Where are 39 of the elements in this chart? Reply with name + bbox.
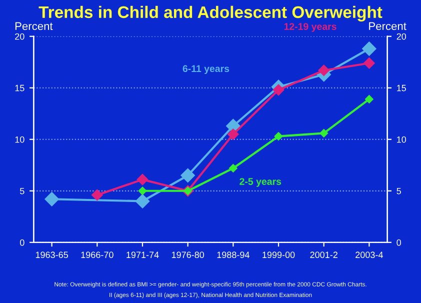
point bbox=[364, 58, 375, 69]
x-tick-label: 2003-4 bbox=[356, 252, 383, 258]
y-tick-label: 15 bbox=[15, 84, 24, 92]
x-tick-label: 2001-2 bbox=[310, 252, 338, 258]
y2-tick-label: 15 bbox=[397, 84, 406, 92]
y2-tick-label: 5 bbox=[396, 188, 401, 194]
point bbox=[180, 168, 195, 183]
text: 6-11 years bbox=[182, 65, 230, 74]
y2-tick-label: 0 bbox=[396, 239, 402, 246]
point bbox=[318, 64, 330, 76]
point bbox=[272, 84, 284, 96]
point bbox=[135, 194, 150, 208]
chart-title: Trends in Child and Adolescent Overweight bbox=[38, 6, 382, 22]
y2-axis-title: Percent bbox=[369, 22, 406, 30]
x-tick-label: 1971-74 bbox=[126, 252, 159, 258]
y-tick-label: 20 bbox=[15, 33, 24, 40]
y2-tick-label: 20 bbox=[396, 33, 406, 40]
x-tick-label: 1988-94 bbox=[217, 252, 250, 258]
y-tick-label: 5 bbox=[20, 188, 24, 194]
y-axis-title: Percent bbox=[15, 22, 53, 30]
x-tick-label: 1976-80 bbox=[172, 252, 204, 258]
y-tick-label: 10 bbox=[15, 136, 24, 143]
point bbox=[365, 95, 374, 104]
point bbox=[44, 192, 59, 206]
point bbox=[320, 129, 328, 138]
series-label: 2-5 years bbox=[240, 178, 282, 187]
point bbox=[228, 128, 239, 140]
point bbox=[362, 42, 376, 56]
point bbox=[138, 186, 147, 196]
y-tick-label: 0 bbox=[20, 239, 24, 246]
x-tick-label: 1999-00 bbox=[262, 252, 295, 258]
point bbox=[229, 164, 238, 172]
point bbox=[92, 189, 103, 201]
y2-tick-label: 10 bbox=[397, 136, 406, 143]
x-tick-label: 1966-70 bbox=[81, 252, 114, 258]
text: 12-19 years bbox=[284, 23, 336, 32]
point bbox=[274, 132, 283, 140]
x-tick-label: 1963-65 bbox=[36, 252, 68, 258]
point bbox=[136, 174, 148, 186]
